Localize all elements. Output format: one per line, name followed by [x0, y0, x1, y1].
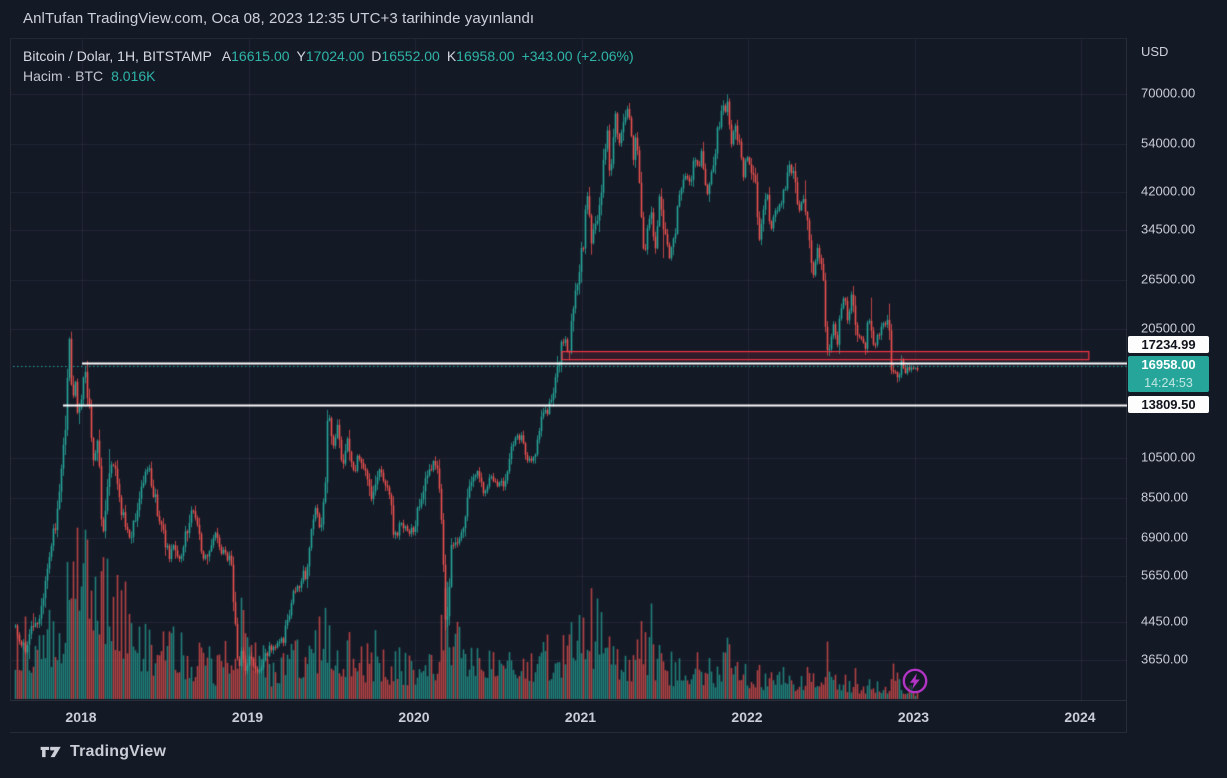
volume-value: 8.016K	[111, 68, 156, 84]
year-tick-2020: 2020	[398, 709, 430, 725]
current-price-label: 16958.00 14:24:53	[1128, 355, 1209, 392]
price-tick: 3650.00	[1141, 651, 1188, 667]
change-value: +343.00 (+2.06%)	[521, 48, 634, 64]
price-axis[interactable]: USD 70000.00 54000.00 42000.00 34500.00 2650…	[1126, 38, 1209, 733]
lightning-icon[interactable]	[897, 663, 933, 699]
price-tick: 42000.00	[1141, 183, 1196, 199]
resistance-price-label: 17234.99	[1128, 335, 1209, 353]
price-tick: 10500.00	[1141, 449, 1196, 465]
year-tick-2021: 2021	[564, 709, 597, 725]
price-tick: 8500.00	[1141, 489, 1188, 505]
price-tick: 5650.00	[1141, 567, 1188, 583]
price-tick: 6900.00	[1141, 529, 1188, 545]
current-price-value: 16958.00	[1141, 356, 1196, 372]
price-tick: 4450.00	[1141, 613, 1188, 629]
currency-label: USD	[1141, 44, 1169, 59]
tradingview-logo-icon	[40, 746, 61, 758]
symbol-title[interactable]: Bitcoin / Dolar, 1H, BITSTAMP	[23, 48, 212, 64]
year-tick-2019: 2019	[231, 709, 264, 725]
time-axis[interactable]: 2018 2019 2020 2021 2022 2023 2024	[10, 700, 1126, 733]
year-tick-2022: 2022	[731, 709, 763, 725]
legend-row-main: Bitcoin / Dolar, 1H, BITSTAMP A16615.00 Y…	[23, 46, 634, 66]
ohlc-low: D16552.00	[371, 48, 440, 64]
footer-bar: TradingView	[0, 733, 1227, 778]
price-tick: 34500.00	[1141, 221, 1196, 237]
ohlc-values: A16615.00 Y17024.00 D16552.00 K16958.00	[222, 46, 522, 66]
ohlc-open: A16615.00	[221, 48, 290, 64]
tradingview-brand[interactable]: TradingView	[40, 742, 166, 762]
published-text: AnlTufan TradingView.com, Oca 08, 2023 1…	[23, 10, 535, 27]
price-tick: 26500.00	[1141, 271, 1196, 287]
ohlc-close: K16958.00	[446, 48, 515, 64]
price-tick: 70000.00	[1141, 85, 1196, 101]
candlestick-chart-canvas[interactable]	[11, 39, 1127, 701]
bar-countdown: 14:24:53	[1144, 375, 1193, 390]
header-bar: AnlTufan TradingView.com, Oca 08, 2023 1…	[0, 0, 1227, 38]
year-tick-2024: 2024	[1064, 709, 1096, 725]
price-tick: 20500.00	[1141, 320, 1196, 336]
chart-pane: Bitcoin / Dolar, 1H, BITSTAMP A16615.00 Y…	[10, 38, 1127, 701]
brand-name: TradingView	[70, 743, 167, 760]
legend-row-volume: Hacim · BTC 8.016K	[23, 66, 634, 86]
ohlc-high: Y17024.00	[296, 48, 365, 64]
price-tick: 54000.00	[1141, 135, 1196, 151]
year-tick-2018: 2018	[65, 709, 97, 725]
volume-label[interactable]: Hacim · BTC	[23, 68, 104, 84]
symbol-legend: Bitcoin / Dolar, 1H, BITSTAMP A16615.00 Y…	[23, 46, 634, 86]
support-price-label: 13809.50	[1128, 395, 1209, 413]
year-tick-2023: 2023	[897, 709, 930, 725]
